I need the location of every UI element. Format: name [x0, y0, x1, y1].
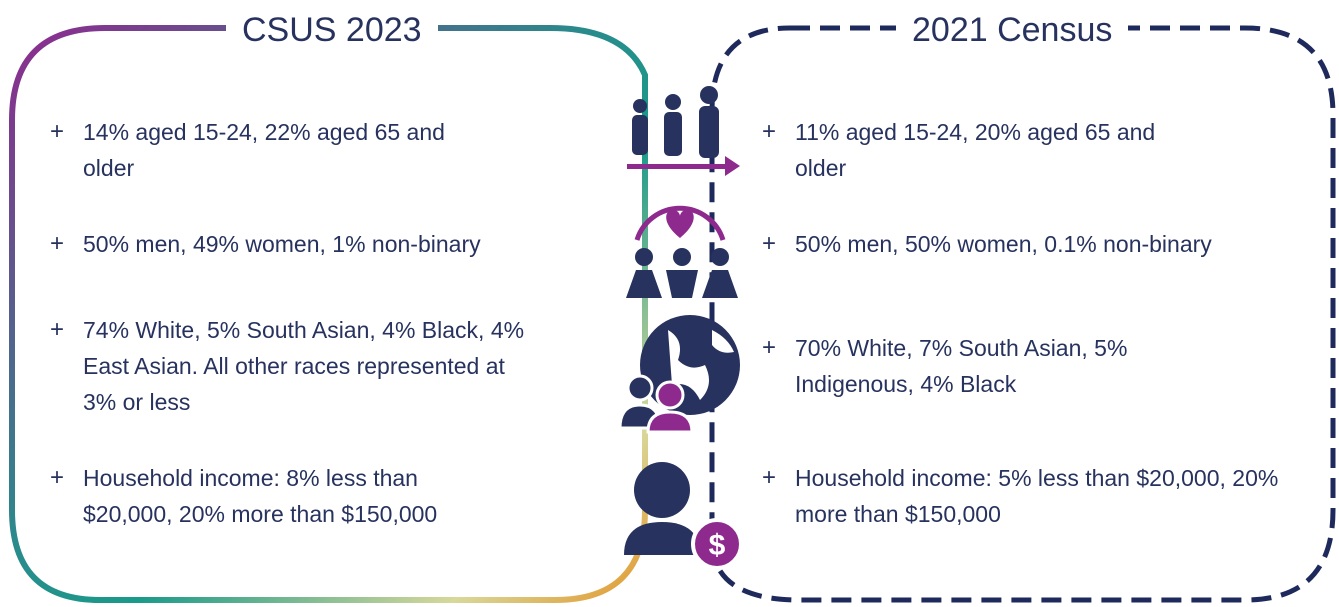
age-icon — [627, 86, 740, 176]
right-item: 11% aged 15-24, 20% aged 65 and older — [762, 114, 1205, 186]
left-item: Household income: 8% less than $20,000, … — [50, 460, 503, 532]
left-title: CSUS 2023 — [226, 8, 438, 52]
right-frame — [709, 25, 1336, 603]
svg-text:$: $ — [709, 529, 726, 562]
right-item: Household income: 5% less than $20,000, … — [762, 460, 1295, 532]
left-item: 14% aged 15-24, 22% aged 65 and older — [50, 114, 493, 186]
gender-icon — [626, 205, 738, 298]
right-item: 50% men, 50% women, 0.1% non-binary — [762, 226, 1335, 262]
race-icon — [618, 315, 740, 434]
left-item: 74% White, 5% South Asian, 4% Black, 4% … — [50, 312, 528, 420]
right-title: 2021 Census — [896, 8, 1129, 52]
left-item: 50% men, 49% women, 1% non-binary — [50, 226, 603, 262]
income-icon: $ — [624, 462, 743, 570]
left-frame — [9, 25, 648, 603]
right-item: 70% White, 7% South Asian, 5% Indigenous… — [762, 330, 1155, 402]
